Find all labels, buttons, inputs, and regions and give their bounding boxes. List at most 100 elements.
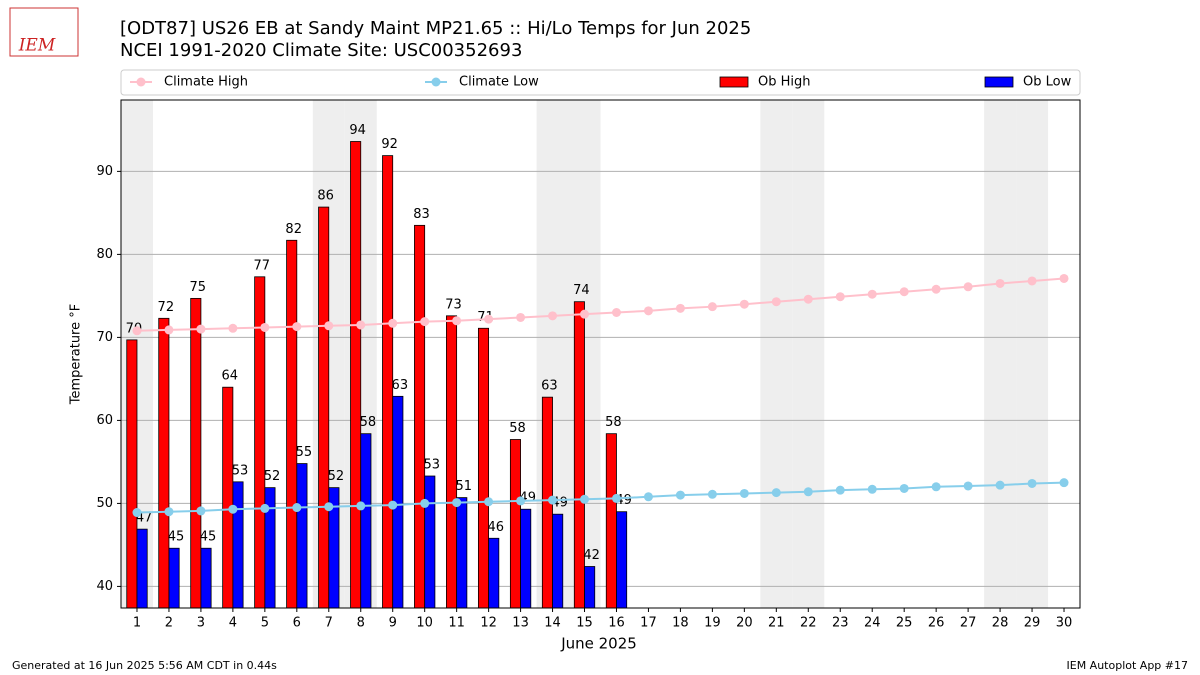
bar (488, 537, 500, 609)
data-label: 46 (487, 520, 504, 535)
line (136, 277, 1065, 332)
bar (136, 528, 148, 609)
x-tick-label: 16 (608, 616, 625, 631)
weekend-band (984, 100, 1017, 608)
point (643, 492, 653, 502)
data-label: 86 (317, 189, 334, 204)
x-tick-label: 3 (197, 616, 205, 631)
point (164, 507, 174, 517)
point (867, 289, 877, 299)
point (835, 485, 845, 495)
bar (477, 327, 490, 609)
point (420, 498, 430, 508)
chart-subtitle: NCEI 1991-2020 Climate Site: USC00352693 (120, 40, 522, 61)
data-label: 83 (413, 207, 430, 222)
point (580, 494, 590, 504)
point (771, 488, 781, 498)
bar (350, 141, 362, 609)
x-tick-label: 1 (133, 616, 141, 631)
data-label: 73 (445, 297, 462, 312)
point (292, 503, 302, 513)
bar (520, 508, 532, 609)
data-label: 42 (583, 548, 600, 563)
point (931, 284, 941, 294)
bar (584, 566, 596, 609)
logo-text: IEM (18, 36, 56, 56)
point (580, 309, 590, 319)
data-label: 53 (232, 463, 249, 478)
point (196, 324, 206, 334)
legend-marker (136, 77, 146, 87)
point (1027, 478, 1037, 488)
point (643, 306, 653, 316)
x-tick-label: 8 (357, 616, 365, 631)
legend-label: Ob High (758, 75, 811, 90)
x-tick-label: 9 (389, 616, 397, 631)
bar (414, 224, 426, 609)
x-tick-label: 12 (480, 616, 497, 631)
point (803, 294, 813, 304)
point (356, 501, 366, 511)
bar (190, 297, 202, 609)
data-label: 92 (381, 137, 398, 152)
y-tick-label: 60 (96, 413, 113, 428)
bar (232, 481, 244, 609)
data-label: 72 (158, 300, 175, 315)
y-tick-label: 50 (96, 496, 113, 511)
x-tick-label: 30 (1056, 616, 1073, 631)
data-label: 55 (296, 445, 313, 460)
point (611, 493, 621, 503)
weekend-band (760, 100, 793, 608)
x-tick-label: 29 (1024, 616, 1041, 631)
point (452, 498, 462, 508)
point (516, 496, 526, 506)
data-label: 52 (328, 469, 345, 484)
point (867, 484, 877, 494)
x-tick-label: 11 (448, 616, 465, 631)
point (739, 488, 749, 498)
data-label: 51 (455, 479, 472, 494)
legend-marker (431, 77, 441, 87)
bar (552, 513, 564, 609)
bar (286, 239, 298, 609)
legend-swatch (719, 76, 749, 88)
data-label: 77 (253, 258, 270, 273)
point (1027, 276, 1037, 286)
x-tick-label: 4 (229, 616, 237, 631)
x-tick-label: 19 (704, 616, 721, 631)
data-label: 58 (605, 415, 622, 430)
point (675, 303, 685, 313)
point (356, 320, 366, 330)
x-tick-label: 21 (768, 616, 785, 631)
point (388, 318, 398, 328)
point (963, 282, 973, 292)
y-axis-label: Temperature °F (69, 304, 84, 405)
bar (200, 547, 212, 609)
x-tick-label: 22 (800, 616, 817, 631)
y-tick-label: 80 (96, 247, 113, 262)
data-label: 64 (221, 369, 238, 384)
point (324, 502, 334, 512)
x-tick-label: 15 (576, 616, 593, 631)
x-tick-label: 17 (640, 616, 657, 631)
legend-label: Climate Low (459, 75, 539, 90)
data-label: 45 (168, 530, 185, 545)
bar (424, 475, 436, 609)
point (707, 302, 717, 312)
legend-swatch (984, 76, 1014, 88)
x-tick-label: 14 (544, 616, 561, 631)
point (1059, 273, 1069, 283)
point (484, 314, 494, 324)
point (995, 278, 1005, 288)
point (548, 311, 558, 321)
point (228, 323, 238, 333)
point (707, 489, 717, 499)
data-label: 63 (541, 379, 558, 394)
x-tick-label: 2 (165, 616, 173, 631)
bar (616, 511, 628, 609)
point (835, 292, 845, 302)
bar (222, 386, 234, 609)
point (899, 287, 909, 297)
point (132, 326, 142, 336)
point (516, 312, 526, 322)
